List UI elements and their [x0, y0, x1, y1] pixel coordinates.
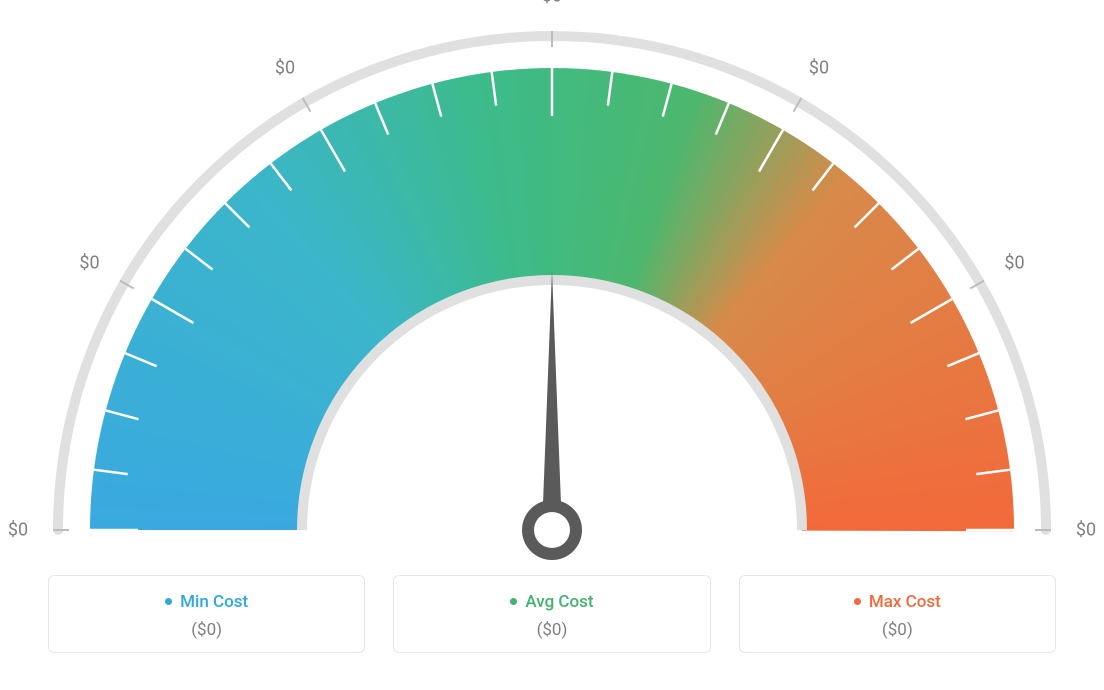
legend-dot-avg [510, 598, 517, 605]
legend-value-max: ($0) [756, 620, 1039, 640]
gauge-tick-label: $0 [809, 57, 829, 78]
gauge-tick-label: $0 [275, 57, 295, 78]
legend-card-avg: Avg Cost ($0) [393, 575, 710, 653]
gauge-tick-label: $0 [79, 253, 99, 274]
legend-text-avg: Avg Cost [525, 592, 593, 612]
legend-card-min: Min Cost ($0) [48, 575, 365, 653]
legend-text-min: Min Cost [180, 592, 248, 612]
legend-label-max: Max Cost [854, 592, 941, 612]
legend-row: Min Cost ($0) Avg Cost ($0) Max Cost ($0… [48, 575, 1056, 653]
gauge-area: $0 $0 $0 $0 $0 $0 $0 [0, 0, 1104, 560]
gauge-tick-label: $0 [8, 520, 28, 541]
legend-text-max: Max Cost [869, 592, 941, 612]
legend-value-min: ($0) [65, 620, 348, 640]
gauge-svg [0, 0, 1104, 580]
legend-value-avg: ($0) [410, 620, 693, 640]
gauge-chart: $0 $0 $0 $0 $0 $0 $0 Min Cost ($0) Avg Cost ($… [0, 0, 1104, 690]
legend-card-max: Max Cost ($0) [739, 575, 1056, 653]
legend-label-min: Min Cost [165, 592, 248, 612]
legend-label-avg: Avg Cost [510, 592, 593, 612]
legend-dot-min [165, 598, 172, 605]
gauge-tick-label: $0 [542, 0, 562, 7]
gauge-tick-label: $0 [1004, 253, 1024, 274]
legend-dot-max [854, 598, 861, 605]
gauge-tick-label: $0 [1076, 520, 1096, 541]
